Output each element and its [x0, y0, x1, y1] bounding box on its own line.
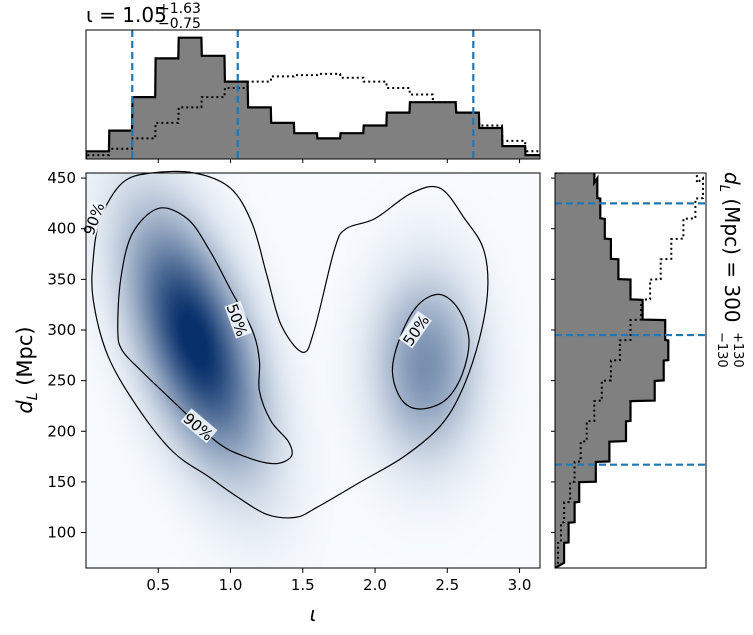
top-prior-outline: [86, 72, 540, 159]
y-axis-label: dL (Mpc): [13, 326, 41, 413]
joint-density-panel: 90%50% 50%90% 0.5 1.0 1.5 2.0 2.5 3.0 10015020…: [13, 169, 541, 626]
x-tick-label: 3.0: [508, 576, 532, 594]
y-tick-label: 200: [47, 422, 76, 440]
x-tick-label: 1.5: [291, 576, 315, 594]
x-axis-label: ι: [310, 602, 317, 626]
contour-label-bg: [398, 310, 432, 349]
contour-label-bg: [224, 300, 253, 339]
y-tick-label: 450: [47, 169, 76, 187]
right-posterior-outline: [555, 173, 670, 568]
x-tick-label: 2.5: [435, 576, 459, 594]
top-marginal-histogram: ι = 1.05 +1.63 −0.75: [85, 1, 541, 163]
joint-frame: [85, 172, 541, 569]
svg-text:dL (Mpc) = 300: dL (Mpc) = 300: [716, 172, 744, 323]
y-tick-label: 150: [47, 473, 76, 491]
contour-50pct-1: [391, 293, 470, 410]
contour-50pct-0: [117, 207, 293, 465]
contour-label-bg: [180, 408, 218, 444]
top-marginal-title: ι = 1.05: [86, 3, 167, 27]
y-tick-label: 400: [47, 220, 76, 238]
top-posterior-outline: [86, 36, 540, 159]
right-title-plus: +130: [730, 332, 745, 368]
density-heatmap: [86, 173, 540, 568]
right-prior-outline: [555, 173, 704, 568]
top-marginal-frame: [85, 29, 541, 160]
right-title-minus: −130: [714, 332, 729, 368]
y-tick-label: 100: [47, 524, 76, 542]
x-tick-label: 1.0: [219, 576, 243, 594]
contour-90pct-2: [91, 170, 489, 519]
right-marginal-title: dL (Mpc) = 300 +130 −130: [714, 172, 745, 368]
top-title-plus: +1.63: [158, 1, 201, 17]
right-marginal-histogram: dL (Mpc) = 300 +130 −130: [551, 172, 745, 569]
x-tick-label: 0.5: [146, 576, 170, 594]
y-tick-label: 300: [47, 321, 76, 339]
x-tick-label: 2.0: [363, 576, 387, 594]
y-tick-label: 350: [47, 270, 76, 288]
y-tick-label: 250: [47, 372, 76, 390]
top-posterior-fill: [86, 37, 540, 159]
right-marginal-frame: [554, 172, 707, 569]
top-title-minus: −0.75: [158, 16, 201, 32]
